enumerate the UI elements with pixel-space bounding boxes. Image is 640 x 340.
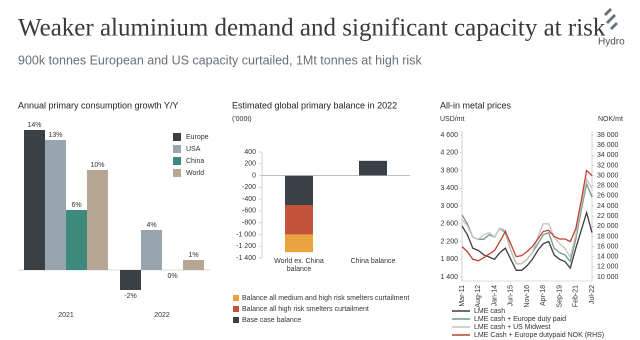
legend-label: Base case balance — [242, 317, 301, 324]
line — [461, 177, 593, 265]
y-tick-label: 2 200 — [440, 238, 458, 245]
legend-swatch — [173, 169, 181, 177]
legend-label: Balance all medium and high risk smelter… — [242, 295, 409, 302]
y2-axis-label: NOK/mt — [598, 116, 623, 123]
y-tick-label: 200 — [244, 161, 256, 168]
x-tick-label: Jan-14 — [491, 285, 498, 307]
bar — [66, 210, 87, 270]
y2-tick-label: 32 000 — [597, 162, 619, 169]
legend-label: Balance all high risk smelters curtailme… — [242, 306, 369, 313]
x-tick-label: 2022 — [154, 312, 170, 319]
value-label: 6% — [71, 202, 81, 209]
legend-label: LME cash + Europe duty paid — [474, 316, 566, 323]
value-label: 1% — [188, 252, 198, 259]
y-tick-label: 4 600 — [440, 132, 458, 139]
y-tick-label: -200 — [242, 184, 256, 191]
legend-swatch — [233, 306, 239, 312]
slide-title: Weaker aluminium demand and significant … — [18, 15, 606, 42]
value-label: -2% — [124, 293, 136, 300]
bar — [87, 170, 108, 270]
y2-tick-label: 30 000 — [597, 172, 619, 179]
value-label: 10% — [90, 162, 104, 169]
chart-title: All-in metal prices — [440, 100, 512, 110]
bar — [141, 230, 162, 270]
y2-tick-label: 38 000 — [597, 132, 619, 139]
x-tick-label: Jun-15 — [508, 285, 515, 307]
legend-label: LME cash — [474, 308, 505, 315]
logo-text: Hydro — [598, 37, 625, 48]
y-tick-label: 4 200 — [440, 150, 458, 157]
x-tick-label: Nov-16 — [524, 285, 531, 308]
bar-segment — [359, 160, 387, 176]
bar — [24, 130, 45, 270]
y-tick-label: -1 400 — [236, 255, 256, 262]
value-label: 4% — [146, 222, 156, 229]
bar — [45, 140, 66, 270]
y2-tick-label: 14 000 — [597, 254, 619, 261]
y2-tick-label: 10 000 — [597, 274, 619, 281]
legend-swatch — [233, 317, 239, 323]
y-tick-label: 3 800 — [440, 167, 458, 174]
legend-swatch — [233, 295, 239, 301]
y2-tick-label: 26 000 — [597, 193, 619, 200]
legend-label: USA — [186, 146, 201, 153]
legend-label: LME Cash + Europe dutypaid NOK (RHS) — [474, 332, 604, 339]
y2-tick-label: 36 000 — [597, 142, 619, 149]
bar — [183, 260, 204, 270]
legend-swatch — [173, 145, 181, 153]
value-label: 14% — [27, 122, 41, 129]
x-tick-label: Aug-12 — [475, 285, 482, 308]
logo-mark — [604, 8, 618, 30]
y-tick-label: 0 — [252, 172, 256, 179]
x-tick-label: 2021 — [58, 312, 74, 319]
y-tick-label: 2 600 — [440, 221, 458, 228]
x-tick-label: World ex. China balance — [274, 258, 324, 273]
y2-tick-label: 28 000 — [597, 183, 619, 190]
x-tick-label: Mar-11 — [459, 285, 466, 307]
legend-label: Europe — [186, 134, 209, 141]
value-label: 0% — [167, 273, 177, 280]
y-tick-label: -600 — [242, 208, 256, 215]
chart-subtitle: ('000t) — [232, 116, 252, 123]
slide-subtitle: 900k tonnes European and US capacity cur… — [18, 53, 422, 67]
y2-tick-label: 24 000 — [597, 203, 619, 210]
value-label: 13% — [48, 132, 62, 139]
chart-title: Annual primary consumption growth Y/Y — [18, 100, 178, 110]
bar-segment — [285, 175, 313, 205]
y-tick-label: 1 800 — [440, 256, 458, 263]
line — [461, 210, 593, 271]
x-tick-label: Feb-21 — [573, 285, 580, 307]
x-tick-label: Sep-19 — [556, 285, 563, 308]
y2-tick-label: 12 000 — [597, 264, 619, 271]
y2-tick-label: 20 000 — [597, 223, 619, 230]
bar — [120, 270, 141, 290]
x-tick-label: Jul-22 — [589, 285, 596, 304]
y-tick-label: -400 — [242, 196, 256, 203]
legend-label: LME cash + US Midwest — [474, 324, 550, 331]
y2-tick-label: 22 000 — [597, 213, 619, 220]
y2-tick-label: 16 000 — [597, 243, 619, 250]
y-tick-label: 3 000 — [440, 203, 458, 210]
y-tick-label: 3 400 — [440, 185, 458, 192]
bar-segment — [285, 234, 313, 253]
x-tick-label: China balance — [350, 258, 396, 265]
x-tick-label: Apr-18 — [540, 285, 547, 306]
line — [461, 169, 593, 262]
y-axis-label: USD/mt — [440, 116, 465, 123]
y-tick-label: -1 000 — [236, 231, 256, 238]
bar-segment — [285, 205, 313, 235]
y2-tick-label: 18 000 — [597, 233, 619, 240]
legend-swatch — [173, 157, 181, 165]
legend-swatch — [173, 133, 181, 141]
legend-label: World — [186, 170, 204, 177]
y2-tick-label: 34 000 — [597, 152, 619, 159]
y-tick-label: 1 400 — [440, 274, 458, 281]
y-tick-label: 400 — [244, 149, 256, 156]
y-tick-label: -800 — [242, 220, 256, 227]
chart-title: Estimated global primary balance in 2022 — [232, 100, 397, 110]
legend-label: China — [186, 158, 204, 165]
y-tick-label: -1 200 — [236, 243, 256, 250]
